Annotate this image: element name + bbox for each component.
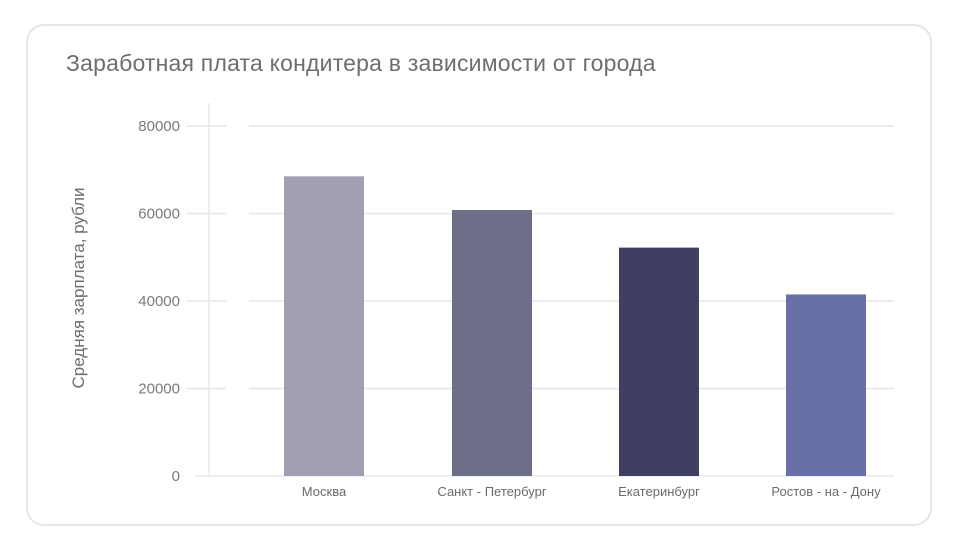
y-tick-label: 0 <box>172 468 180 485</box>
chart-title: Заработная плата кондитера в зависимости… <box>66 50 656 76</box>
y-tick-label: 60000 <box>138 206 180 223</box>
y-tick-label: 40000 <box>138 293 180 310</box>
x-tick-label: Екатеринбург <box>618 484 700 499</box>
bars <box>284 176 866 476</box>
y-tick-label: 80000 <box>138 118 180 135</box>
x-tick-label: Ростов - на - Дону <box>771 484 881 499</box>
bar-3 <box>619 247 699 476</box>
bar-1 <box>284 176 364 476</box>
x-tick-labels: Москва Санкт - Петербург Екатеринбург Росто… <box>302 484 881 499</box>
bar-2 <box>452 210 532 476</box>
y-tick-labels: 0 20000 40000 60000 80000 <box>138 118 180 485</box>
x-tick-label: Москва <box>302 484 347 499</box>
x-tick-label: Санкт - Петербург <box>437 484 546 499</box>
y-tick-label: 20000 <box>138 381 180 398</box>
y-axis-title: Средняя зарплата, рубли <box>69 187 88 388</box>
bar-4 <box>786 294 866 476</box>
